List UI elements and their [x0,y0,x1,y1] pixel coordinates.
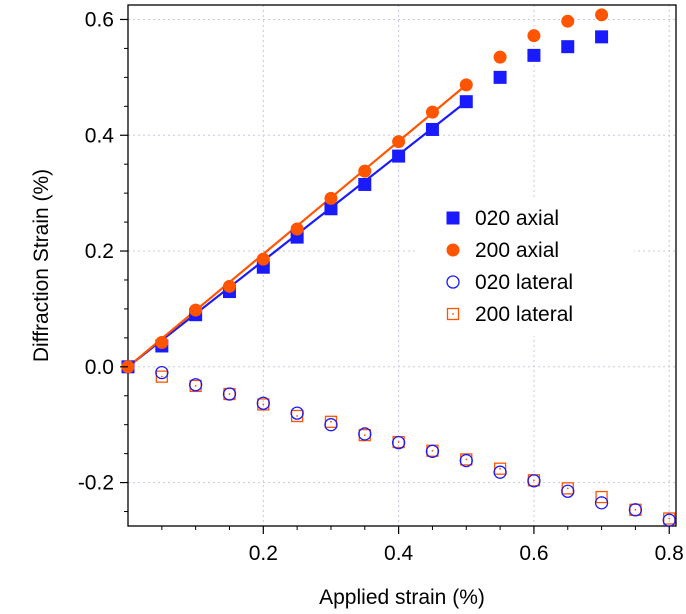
data-point [324,191,338,205]
legend-symbol [446,307,460,321]
data-point [324,418,338,432]
x-tick-label: 0.6 [519,542,548,565]
legend-item-200-lateral: 200 lateral [446,303,573,326]
y-tick-label: 0.2 [85,240,114,263]
data-point [425,105,439,119]
open-square-outline [446,307,460,321]
legend-label: 200 lateral [475,303,573,326]
open-square-center-dot [566,487,569,490]
open-square-center-dot [262,403,265,406]
legend-item-020-axial: 020 axial [446,207,559,230]
y-tick-label: 0.4 [85,124,115,147]
data-point [425,122,439,136]
legend-symbol [446,243,460,257]
data-point [459,78,473,92]
y-tick-label: -0.2 [78,472,114,495]
data-point [155,365,169,380]
open-square-center-dot [452,313,454,315]
data-point [358,164,372,178]
data-point [324,202,338,216]
open-square-center-dot [160,375,163,378]
data-point [189,378,203,392]
data-point [628,503,643,517]
open-square-center-dot [296,415,299,417]
data-point [561,482,574,495]
open-square-center-dot [499,467,501,470]
legend-label: 020 axial [475,207,559,230]
data-point [594,496,609,510]
open-square-center-dot [194,385,197,387]
data-point [155,335,169,349]
open-square-center-dot [533,479,535,482]
data-point [290,409,304,423]
legend-symbol [446,275,460,289]
data-point [425,444,440,458]
data-point [493,462,507,475]
legend: 020 axial 200 axial 020 lateral 200 lateral [418,200,634,336]
data-point [493,465,507,479]
axis-ticks: 0.2 0.4 0.6 0.8 -0.2 0.0 0.2 0.4 0.6 [78,8,684,565]
open-square-center-dot [363,434,366,437]
open-square-center-dot [465,458,468,461]
data-point [392,149,406,163]
data-point [527,29,541,43]
legend-symbol [446,211,460,225]
data-point [493,70,507,84]
open-square-center-dot [668,517,671,520]
legend-label: 020 lateral [475,271,573,294]
data-point [459,95,473,109]
y-tick-label: 0.6 [85,8,114,31]
y-tick-label: 0.0 [85,356,114,379]
plot-frame [127,4,677,527]
data-point [595,30,609,44]
data-points [121,8,676,527]
open-square-outline [595,490,608,504]
data-point [290,222,304,236]
y-axis-title: Diffraction Strain (%) [30,169,53,362]
data-point [527,48,541,62]
legend-item-020-lateral: 020 lateral [446,271,573,294]
open-square-center-dot [397,441,400,443]
data-point [155,370,168,383]
data-point [189,303,203,317]
data-point [561,40,575,54]
data-point [459,453,473,468]
data-point [324,415,338,428]
data-point [222,279,236,293]
open-square-center-dot [330,420,332,423]
data-point [392,135,406,149]
open-square-center-dot [431,449,434,452]
open-square-center-dot [228,393,231,395]
x-tick-label: 0.8 [655,542,684,565]
series-200-axial [121,8,609,374]
open-square-center-dot [634,508,637,511]
legend-label: 200 axial [475,239,559,262]
legend-item-200-axial: 200 axial [446,239,559,262]
x-axis-title: Applied strain (%) [319,586,485,609]
data-point [290,406,304,420]
data-point [256,396,270,410]
data-point [493,50,507,64]
data-point [561,14,575,28]
x-tick-label: 0.4 [384,542,414,565]
data-point [561,484,575,498]
data-point [527,474,541,488]
open-square-outline [155,370,168,383]
data-point [256,252,270,266]
data-point [595,8,609,22]
x-tick-label: 0.2 [249,542,278,565]
data-point [222,387,237,401]
data-point [358,427,372,441]
data-point [391,435,406,450]
data-point [358,177,372,191]
